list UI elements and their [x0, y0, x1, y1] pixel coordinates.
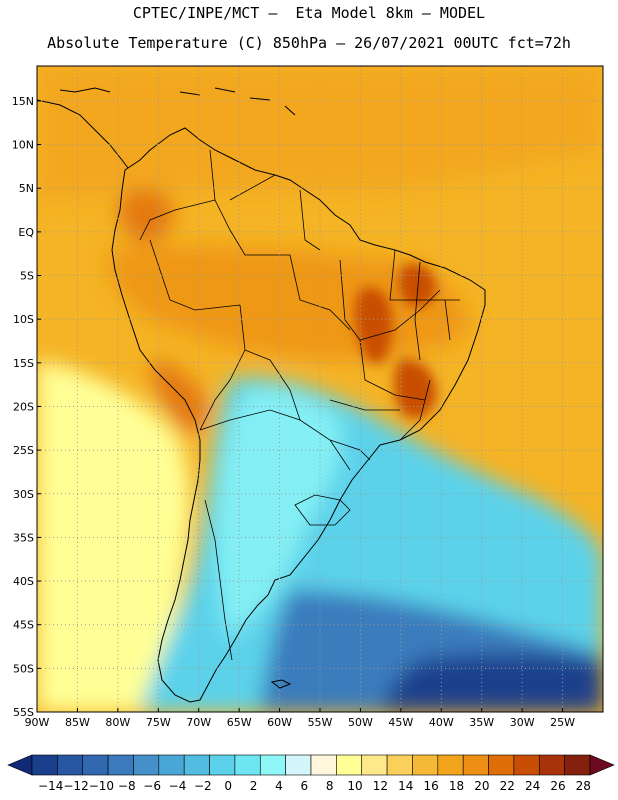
colorbar-label: 22 — [500, 779, 515, 793]
latitude-label: 10S — [13, 313, 34, 326]
field-altiplano-warm — [150, 360, 210, 434]
colorbar-low-arrow — [7, 754, 33, 776]
longitude-label: 65W — [227, 716, 252, 729]
latitude-label: 40S — [13, 575, 34, 588]
latitude-label: 5S — [20, 270, 34, 283]
colorbar-high-arrow — [589, 754, 615, 776]
colorbar-swatch — [285, 754, 312, 776]
colorbar-swatch — [437, 754, 464, 776]
falkland-islands — [270, 679, 292, 689]
colorbar-swatch — [31, 754, 58, 776]
colorbar-label: 8 — [326, 779, 334, 793]
latitude-label: 30S — [13, 488, 34, 501]
colorbar-label: −6 — [143, 779, 161, 793]
uruguay-border — [294, 494, 351, 526]
colorbar-swatch — [488, 754, 515, 776]
field-hot-core-3 — [398, 264, 436, 307]
longitude-label: 50W — [348, 716, 373, 729]
colorbar-label: 24 — [525, 779, 540, 793]
colorbar-swatch — [183, 754, 210, 776]
colorbar-label: −4 — [169, 779, 187, 793]
latitude-label: 55S — [13, 706, 34, 719]
colorbar-label: 10 — [347, 779, 362, 793]
longitude-label: 85W — [65, 716, 90, 729]
latitude-label: 5N — [19, 182, 34, 195]
latitude-label: 20S — [13, 400, 34, 413]
colorbar-label: 16 — [423, 779, 438, 793]
latitude-label: 10N — [12, 139, 34, 152]
longitude-label: 45W — [388, 716, 413, 729]
latitude-labels: 15N 10N 5N EQ 5S 10S 15S 20S 25S 30S 35S 40S 45S 50S 5… — [12, 95, 41, 719]
latitude-label: 15N — [12, 95, 34, 108]
field-deep-cold — [380, 654, 603, 712]
longitude-label: 60W — [267, 716, 292, 729]
longitude-labels: 90W 85W 80W 75W 70W 65W 60W 55W 50W 45W 40W 35W 30W 2… — [25, 708, 575, 729]
field-andes-warm — [118, 189, 175, 244]
colorbar-swatch — [234, 754, 261, 776]
colorbar-label: −12 — [63, 779, 88, 793]
colorbar-swatch — [564, 754, 591, 776]
brazil-state-borders — [329, 249, 460, 441]
colorbar-label: 0 — [224, 779, 232, 793]
colorbar-label: 28 — [576, 779, 591, 793]
colorbar-swatch — [259, 754, 286, 776]
longitude-label: 75W — [146, 716, 171, 729]
field-pacific-cool — [37, 360, 190, 712]
latitude-label: 15S — [13, 357, 34, 370]
colorbar: −14 −12 −10 −8 −6 −4 −2 0 2 4 6 8 10 12 14 16 18 20 22 24 26… — [7, 754, 615, 793]
colorbar-swatch — [386, 754, 413, 776]
colorbar-label: −2 — [194, 779, 212, 793]
colorbar-swatch — [82, 754, 109, 776]
longitude-label: 90W — [25, 716, 50, 729]
colorbar-swatch — [513, 754, 540, 776]
longitude-label: 80W — [105, 716, 130, 729]
coastlines — [37, 87, 486, 703]
south-america-coastline — [111, 127, 486, 703]
longitude-label: 30W — [510, 716, 535, 729]
latitude-label: 35S — [13, 531, 34, 544]
colorbar-swatch — [57, 754, 84, 776]
latitude-label: 50S — [13, 662, 34, 675]
colorbar-label: −8 — [118, 779, 136, 793]
longitude-label: 35W — [469, 716, 494, 729]
colorbar-swatch — [107, 754, 134, 776]
field-north-tropics — [37, 66, 603, 200]
colorbar-swatch — [462, 754, 489, 776]
colorbar-label: 18 — [449, 779, 464, 793]
colorbar-label: 20 — [474, 779, 489, 793]
colorbar-swatch — [133, 754, 160, 776]
colorbar-swatch — [158, 754, 185, 776]
central-america-coastline — [37, 87, 129, 169]
field-hot-core-2 — [394, 359, 437, 419]
colorbar-swatch — [336, 754, 363, 776]
latitude-label: 25S — [13, 444, 34, 457]
latitude-label: EQ — [18, 226, 34, 239]
colorbar-label: 26 — [550, 779, 565, 793]
colorbar-swatch — [310, 754, 337, 776]
colorbar-swatch — [361, 754, 388, 776]
longitude-label: 40W — [429, 716, 454, 729]
colorbar-swatch — [538, 754, 565, 776]
longitude-label: 55W — [308, 716, 333, 729]
title-line-1: CPTEC/INPE/MCT – Eta Model 8km – MODEL — [132, 4, 486, 22]
title-line-2: Absolute Temperature (C) 850hPa – 26/07/… — [47, 34, 571, 52]
colorbar-swatch — [209, 754, 236, 776]
longitude-label: 70W — [186, 716, 211, 729]
borders — [139, 149, 460, 661]
colorbar-label: −10 — [89, 779, 114, 793]
latitude-label: 45S — [13, 619, 34, 632]
colorbar-label: −14 — [38, 779, 63, 793]
colorbar-label: 4 — [275, 779, 283, 793]
field-hot-core-1 — [354, 287, 393, 364]
longitude-label: 25W — [550, 716, 575, 729]
colorbar-swatch — [412, 754, 439, 776]
colorbar-label: 12 — [373, 779, 388, 793]
colorbar-label: 2 — [250, 779, 258, 793]
colorbar-label: 14 — [398, 779, 413, 793]
colorbar-label: 6 — [300, 779, 308, 793]
caribbean-islands — [179, 87, 296, 116]
